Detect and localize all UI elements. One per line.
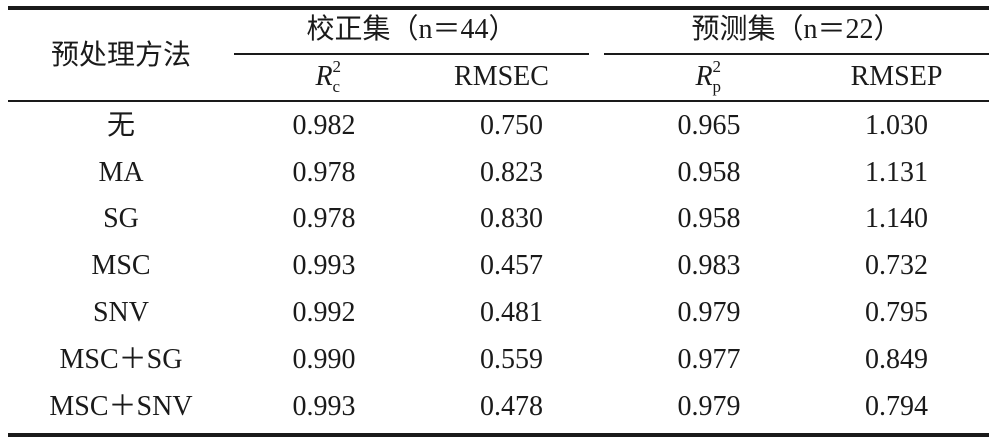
rc2-cell: 0.992 bbox=[292, 297, 356, 328]
rmsec-cell: 0.823 bbox=[480, 157, 543, 188]
method-cell: MA bbox=[98, 157, 144, 188]
rmsep-header: RMSEP bbox=[850, 61, 943, 92]
rmsec-header: RMSEC bbox=[454, 61, 549, 92]
calibration-group-header: 校正集（n＝44） bbox=[234, 14, 589, 46]
rc2-cell: 0.978 bbox=[292, 157, 356, 188]
rc2-cell: 0.993 bbox=[292, 391, 356, 422]
rc2-superscript: 2 bbox=[332, 57, 342, 76]
rp2-cell: 0.977 bbox=[677, 344, 741, 375]
rp2-cell: 0.979 bbox=[677, 391, 741, 422]
rmsep-cell: 1.140 bbox=[865, 203, 928, 234]
rp2-letter: R bbox=[695, 61, 713, 92]
rc2-cell: 0.978 bbox=[292, 203, 356, 234]
bottom-rule bbox=[8, 433, 989, 437]
rmsec-cell: 0.478 bbox=[480, 391, 543, 422]
rmsep-cell: 0.732 bbox=[865, 250, 928, 281]
rc2-letter: R bbox=[315, 61, 333, 92]
rmsep-cell: 0.849 bbox=[865, 344, 928, 375]
rp2-cell: 0.958 bbox=[677, 157, 741, 188]
method-cell: SG bbox=[103, 203, 139, 234]
prediction-group-label: 预测集（n＝22） bbox=[691, 14, 902, 45]
rp2-cell: 0.965 bbox=[677, 110, 741, 141]
rmsep-cell: 1.131 bbox=[865, 157, 928, 188]
rp2-subscript: p bbox=[712, 77, 722, 96]
rmsep-cell: 1.030 bbox=[865, 110, 928, 141]
calibration-group-label: 校正集（n＝44） bbox=[306, 14, 517, 45]
calibration-group-rule bbox=[234, 53, 589, 55]
method-cell: 无 bbox=[106, 110, 135, 141]
method-cell: MSC＋SNV bbox=[49, 391, 193, 422]
rmsec-cell: 0.559 bbox=[480, 344, 543, 375]
rp2-cell: 0.958 bbox=[677, 203, 741, 234]
method-cell: SNV bbox=[92, 297, 149, 328]
method-header: 预处理方法 bbox=[50, 40, 191, 71]
rp2-cell: 0.983 bbox=[677, 250, 741, 281]
rmsep-cell: 0.794 bbox=[865, 391, 928, 422]
method-cell: MSC＋SG bbox=[59, 344, 183, 375]
method-cell: MSC bbox=[91, 250, 151, 281]
rc2-cell: 0.990 bbox=[292, 344, 356, 375]
rmsec-cell: 0.750 bbox=[480, 110, 543, 141]
rc2-cell: 0.982 bbox=[292, 110, 356, 141]
top-rule bbox=[8, 6, 989, 10]
rp2-cell: 0.979 bbox=[677, 297, 741, 328]
rc2-subscript: c bbox=[332, 77, 341, 96]
rmsec-cell: 0.481 bbox=[480, 297, 543, 328]
prediction-group-header: 预测集（n＝22） bbox=[604, 14, 989, 46]
prediction-group-rule bbox=[604, 53, 989, 55]
rc2-cell: 0.993 bbox=[292, 250, 356, 281]
header-bottom-rule bbox=[8, 100, 989, 102]
rp2-superscript: 2 bbox=[712, 57, 722, 76]
rmsec-cell: 0.457 bbox=[480, 250, 543, 281]
rmsep-cell: 0.795 bbox=[865, 297, 928, 328]
rmsec-cell: 0.830 bbox=[480, 203, 543, 234]
